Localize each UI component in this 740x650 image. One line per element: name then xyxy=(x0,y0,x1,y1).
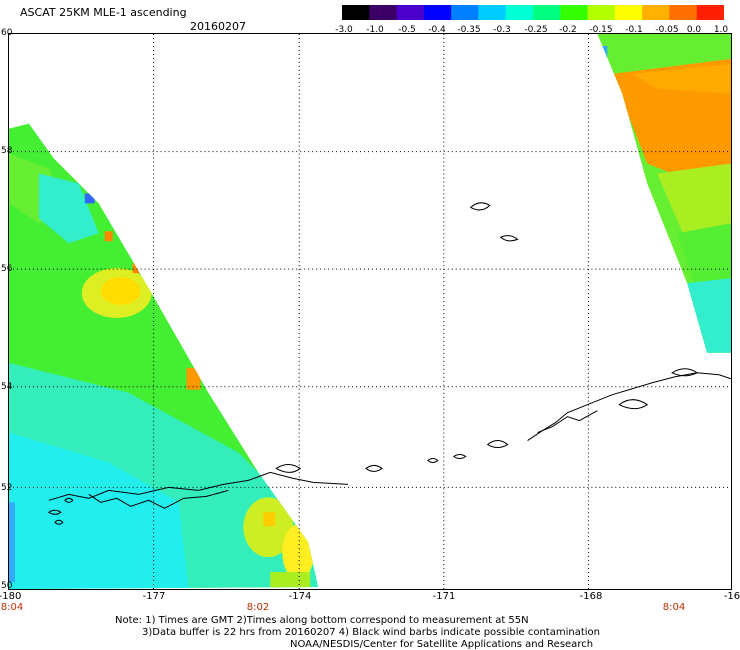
map-date: 20160207 xyxy=(190,20,246,33)
color-scale-label: -0.25 xyxy=(524,25,548,35)
color-scale-segment xyxy=(614,5,643,20)
color-scale-label: -3.0 xyxy=(335,25,353,35)
color-scale-label: -0.1 xyxy=(625,25,643,35)
longitude-label: -174 xyxy=(288,591,312,602)
longitude-label: -168 xyxy=(579,591,603,602)
color-scale-segment xyxy=(369,5,398,20)
note-line-3: NOAA/NESDIS/Center for Satellite Applica… xyxy=(290,639,594,650)
color-scale-segment xyxy=(423,5,452,20)
color-scale-label: -0.05 xyxy=(655,25,679,35)
color-scale-segment xyxy=(560,5,589,20)
color-scale-label: -0.4 xyxy=(428,25,446,35)
coastlines xyxy=(47,202,731,525)
color-scale-label: -0.5 xyxy=(398,25,416,35)
swath-right xyxy=(597,34,731,353)
time-label: 8:04 xyxy=(662,602,686,613)
color-scale-segment xyxy=(396,5,425,20)
note-line-1: Note: 1) Times are GMT 2)Times along bot… xyxy=(115,615,529,626)
color-scale-segment xyxy=(669,5,698,20)
swath-map xyxy=(8,33,732,590)
color-scale-segment xyxy=(642,5,671,20)
latitude-label: 54 xyxy=(1,382,13,392)
longitude-label: -180 xyxy=(0,591,22,602)
time-label: 8:02 xyxy=(246,602,270,613)
color-scale-segment xyxy=(505,5,534,20)
latitude-label: 60 xyxy=(1,28,13,38)
longitude-label: -171 xyxy=(432,591,456,602)
color-scale-label: -0.2 xyxy=(559,25,577,35)
map-title: ASCAT 25KM MLE-1 ascending xyxy=(20,6,187,19)
latitude-label: 52 xyxy=(1,483,13,493)
color-scale-label: -0.35 xyxy=(457,25,481,35)
swath-left xyxy=(9,123,319,589)
color-scale-segment xyxy=(533,5,561,20)
latitude-label: 56 xyxy=(1,264,13,274)
color-scale-label: -1.0 xyxy=(366,25,384,35)
color-scale-label: 0.0 xyxy=(686,25,702,35)
note-line-2: 3)Data buffer is 22 hrs from 20160207 4)… xyxy=(142,627,600,638)
color-scale-segment xyxy=(342,5,370,20)
color-scale-segment xyxy=(478,5,507,20)
color-scale-bar xyxy=(342,5,724,20)
color-scale-label: 1.0 xyxy=(713,25,729,35)
color-scale-segment xyxy=(451,5,480,20)
longitude-label: -177 xyxy=(142,591,166,602)
graticule xyxy=(9,34,731,589)
latitude-label: 50 xyxy=(1,581,13,591)
color-scale-segment xyxy=(696,5,724,20)
latitude-label: 58 xyxy=(1,146,13,156)
color-scale-label: -0.15 xyxy=(589,25,613,35)
longitude-label: -16 xyxy=(723,591,740,602)
time-label: 8:04 xyxy=(0,602,24,613)
color-scale-segment xyxy=(587,5,616,20)
color-scale-label: -0.3 xyxy=(493,25,511,35)
